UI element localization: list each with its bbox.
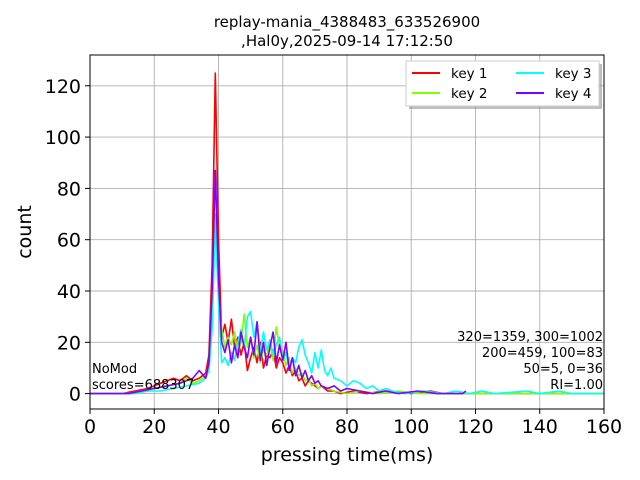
y-tick-label: 20 [57, 332, 81, 354]
x-tick-label: 160 [586, 416, 622, 438]
series-line-key-1 [90, 72, 604, 395]
legend-label-key-1: key 1 [451, 66, 488, 82]
chart-title-line-1: replay-mania_4388483_633526900 [214, 13, 480, 32]
x-tick-label: 100 [393, 416, 429, 438]
legend-label-key-3: key 3 [555, 66, 592, 82]
legend-box [405, 60, 600, 107]
legend: key 1 key 2 key 3 key 4 [405, 60, 602, 109]
y-axis-label: count [14, 205, 36, 259]
x-tick-label: 60 [271, 416, 295, 438]
x-tick-label: 40 [206, 416, 230, 438]
y-tick-label: 60 [57, 230, 81, 252]
legend-label-key-4: key 4 [555, 86, 592, 102]
series-lines [90, 72, 604, 395]
x-tick-label: 20 [142, 416, 166, 438]
x-axis-label: pressing time(ms) [261, 444, 434, 466]
judgement-annotation-line-1: 320=1359, 300=1002 [457, 330, 603, 345]
chart-title-line-2: ,Hal0y,2025-09-14 17:12:50 [241, 32, 453, 50]
x-tick-label: 80 [335, 416, 359, 438]
legend-label-key-2: key 2 [451, 86, 488, 102]
series-line-key-4 [90, 169, 467, 395]
judgement-annotation-line-2: 200=459, 100=83 [482, 346, 603, 361]
grid [89, 55, 605, 409]
y-tick-label: 40 [57, 281, 81, 303]
ri-annotation: RI=1.00 [550, 378, 603, 393]
y-tick-label: 80 [57, 178, 81, 200]
y-tick-label: 0 [69, 384, 81, 406]
axis-ticks: 0 20 40 60 80 100 120 140 160 0 20 40 60 80 100 120 [45, 76, 622, 438]
judgement-annotation-line-3: 50=5, 0=36 [523, 362, 603, 377]
y-tick-label: 120 [45, 76, 81, 98]
y-tick-label: 100 [45, 127, 81, 149]
x-tick-label: 0 [84, 416, 96, 438]
x-tick-label: 120 [457, 416, 493, 438]
x-tick-label: 140 [522, 416, 558, 438]
mod-annotation: NoMod [92, 362, 137, 377]
score-annotation: scores=688307 [92, 378, 194, 393]
